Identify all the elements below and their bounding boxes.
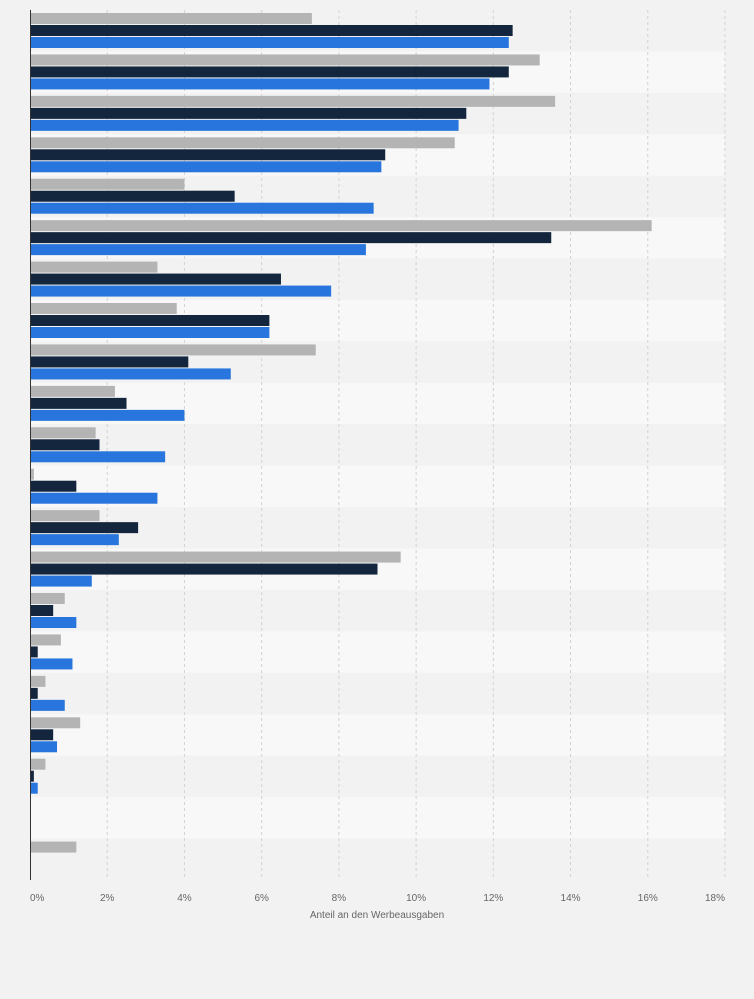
bar-series-3-row-4 [30,161,382,173]
bar-series-1-row-21 [30,841,77,853]
x-axis-title: Anteil an den Werbeausgaben [310,910,444,921]
bar-series-1-row-9 [30,344,316,356]
bar-series-3-row-2 [30,78,490,90]
x-tick-label: 16% [638,893,658,904]
x-tick-label: 10% [406,893,426,904]
bar-series-1-row-1 [30,13,312,24]
bar-series-1-row-12 [30,468,34,480]
bar-series-2-row-1 [30,25,513,36]
bar-series-3-row-1 [30,37,509,48]
bar-series-2-row-10 [30,397,127,409]
bar-series-3-row-13 [30,534,119,546]
bar-series-1-row-15 [30,593,65,604]
row-band [30,507,725,549]
bar-series-3-row-7 [30,285,332,297]
bar-series-2-row-12 [30,480,77,492]
bar-series-2-row-2 [30,66,509,78]
row-band [30,590,725,632]
x-tick-label: 4% [177,893,192,904]
bar-series-1-row-5 [30,178,185,190]
bar-series-3-row-10 [30,409,185,421]
bar-series-2-row-13 [30,522,139,534]
bar-series-1-row-14 [30,551,401,563]
x-tick-label: 8% [332,893,347,904]
bar-series-3-row-3 [30,119,459,131]
bar-series-3-row-6 [30,244,366,256]
bar-series-1-row-4 [30,137,455,149]
x-tick-label: 18% [705,893,725,904]
bar-series-1-row-7 [30,261,158,273]
bar-series-2-row-17 [30,687,38,699]
bar-series-2-row-14 [30,563,378,575]
bar-series-2-row-18 [30,729,54,741]
bar-series-2-row-5 [30,190,235,202]
row-band [30,631,725,673]
bar-series-3-row-18 [30,741,58,753]
bar-series-1-row-6 [30,220,652,232]
bar-series-2-row-7 [30,273,281,285]
bar-series-3-row-16 [30,658,73,670]
bar-series-3-row-9 [30,368,231,380]
row-band [30,714,725,756]
x-tick-label: 2% [100,893,115,904]
bar-series-2-row-9 [30,356,189,368]
bar-series-2-row-6 [30,232,552,244]
bar-series-1-row-10 [30,385,115,397]
row-band [30,672,725,715]
bar-series-1-row-3 [30,95,556,107]
bar-series-2-row-4 [30,149,386,161]
bar-series-1-row-16 [30,634,61,646]
row-band [30,838,725,880]
bar-series-1-row-2 [30,54,540,66]
bar-series-2-row-8 [30,315,270,326]
bar-series-1-row-17 [30,675,46,687]
x-tick-label: 6% [254,893,269,904]
row-band [30,755,725,798]
x-tick-label: 14% [561,893,581,904]
bar-series-3-row-8 [30,327,270,338]
bar-series-2-row-3 [30,107,467,119]
bar-series-3-row-15 [30,617,77,628]
bar-series-3-row-5 [30,202,374,214]
bar-series-1-row-8 [30,303,177,314]
bar-series-2-row-19 [30,770,34,782]
bar-series-3-row-19 [30,782,38,794]
bar-series-1-row-19 [30,758,46,770]
bar-series-3-row-14 [30,575,92,587]
x-tick-label: 0% [30,893,45,904]
bar-series-1-row-18 [30,717,81,729]
bar-series-2-row-11 [30,439,100,451]
bar-series-1-row-11 [30,427,96,439]
bar-series-2-row-16 [30,646,38,658]
x-tick-label: 12% [483,893,503,904]
bar-series-3-row-11 [30,451,166,463]
bar-series-2-row-15 [30,605,54,616]
row-band [30,797,725,839]
bar-series-3-row-17 [30,699,65,711]
bar-series-1-row-13 [30,510,100,522]
bar-series-3-row-12 [30,492,158,504]
